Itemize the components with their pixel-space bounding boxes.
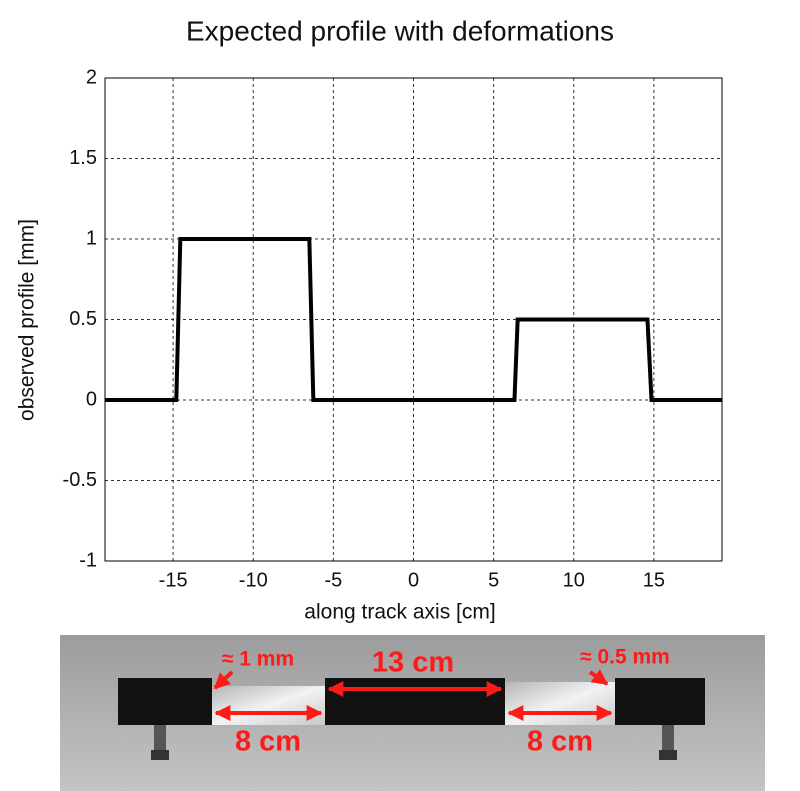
y-tick-label: -1 — [79, 549, 97, 571]
foot — [151, 750, 169, 760]
y-tick-label: 1.5 — [69, 147, 97, 169]
x-tick-label: -15 — [159, 569, 188, 591]
foot — [659, 750, 677, 760]
y-tick-label: 2 — [86, 66, 97, 88]
arrow — [213, 670, 234, 690]
chart-title: Expected profile with deformations — [186, 15, 614, 46]
annotation: 8 cm — [527, 726, 593, 758]
y-tick-label: -0.5 — [63, 469, 97, 491]
y-tick-label: 0 — [86, 388, 97, 410]
deformation-plate — [505, 682, 615, 725]
annotation: ≈ 1 mm — [222, 648, 294, 671]
block — [615, 678, 705, 725]
foot — [154, 724, 166, 752]
y-tick-label: 0.5 — [69, 308, 97, 330]
foot — [662, 724, 674, 752]
arrow — [588, 669, 609, 686]
x-tick-label: -10 — [239, 569, 268, 591]
x-tick-label: 0 — [408, 569, 419, 591]
plot-frame — [104, 77, 723, 562]
y-tick-label: 1 — [86, 227, 97, 249]
annotation: 8 cm — [235, 726, 301, 758]
annotation: ≈ 0.5 mm — [580, 646, 670, 669]
x-axis-label: along track axis [cm] — [304, 601, 495, 624]
x-tick-label: 15 — [643, 569, 665, 591]
annotation: 13 cm — [372, 647, 454, 679]
deformation-plate — [212, 686, 325, 725]
y-axis-label: observed profile [mm] — [16, 219, 39, 421]
data-line — [105, 237, 722, 402]
block — [118, 678, 212, 725]
x-tick-label: 10 — [563, 569, 585, 591]
block — [325, 678, 505, 725]
x-tick-label: -5 — [324, 569, 342, 591]
photo: ≈ 1 mm 13 cm ≈ 0.5 mm 8 cm 8 cm — [60, 635, 765, 791]
plot-area: -1 -0.5 0 0.5 1 1.5 2 -15 -10 -5 0 5 10 15 — [63, 66, 723, 591]
x-tick-label: 5 — [488, 569, 499, 591]
